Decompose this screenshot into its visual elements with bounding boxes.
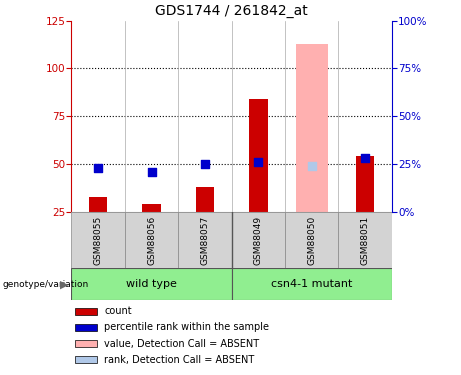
Text: GSM88055: GSM88055: [94, 215, 103, 265]
Text: GSM88057: GSM88057: [201, 215, 209, 265]
Text: value, Detection Call = ABSENT: value, Detection Call = ABSENT: [104, 339, 260, 348]
Point: [254, 159, 262, 165]
Bar: [75, 356, 97, 363]
Bar: [285, 212, 338, 268]
Bar: [231, 212, 285, 268]
Text: wild type: wild type: [126, 279, 177, 289]
Text: GSM88049: GSM88049: [254, 215, 263, 265]
Bar: [71, 268, 231, 300]
Bar: [71, 212, 125, 268]
Text: count: count: [104, 306, 132, 316]
Point: [361, 155, 369, 161]
Bar: [75, 308, 97, 315]
Text: rank, Detection Call = ABSENT: rank, Detection Call = ABSENT: [104, 355, 254, 364]
Bar: [296, 44, 328, 212]
Bar: [75, 340, 97, 347]
Bar: [338, 212, 392, 268]
Text: GSM88056: GSM88056: [147, 215, 156, 265]
Bar: [195, 187, 214, 212]
Text: genotype/variation: genotype/variation: [2, 280, 89, 289]
Text: ▶: ▶: [60, 279, 68, 289]
Text: GSM88050: GSM88050: [307, 215, 316, 265]
Point: [308, 163, 315, 169]
Bar: [231, 268, 392, 300]
Point: [95, 165, 102, 171]
Bar: [75, 324, 97, 331]
Bar: [142, 204, 161, 212]
Bar: [249, 99, 268, 212]
Title: GDS1744 / 261842_at: GDS1744 / 261842_at: [155, 4, 308, 18]
Text: percentile rank within the sample: percentile rank within the sample: [104, 322, 269, 333]
Point: [201, 161, 209, 167]
Text: csn4-1 mutant: csn4-1 mutant: [271, 279, 353, 289]
Point: [148, 169, 155, 175]
Bar: [178, 212, 231, 268]
Bar: [125, 212, 178, 268]
Bar: [356, 156, 374, 212]
Text: GSM88051: GSM88051: [361, 215, 370, 265]
Bar: [89, 196, 107, 212]
